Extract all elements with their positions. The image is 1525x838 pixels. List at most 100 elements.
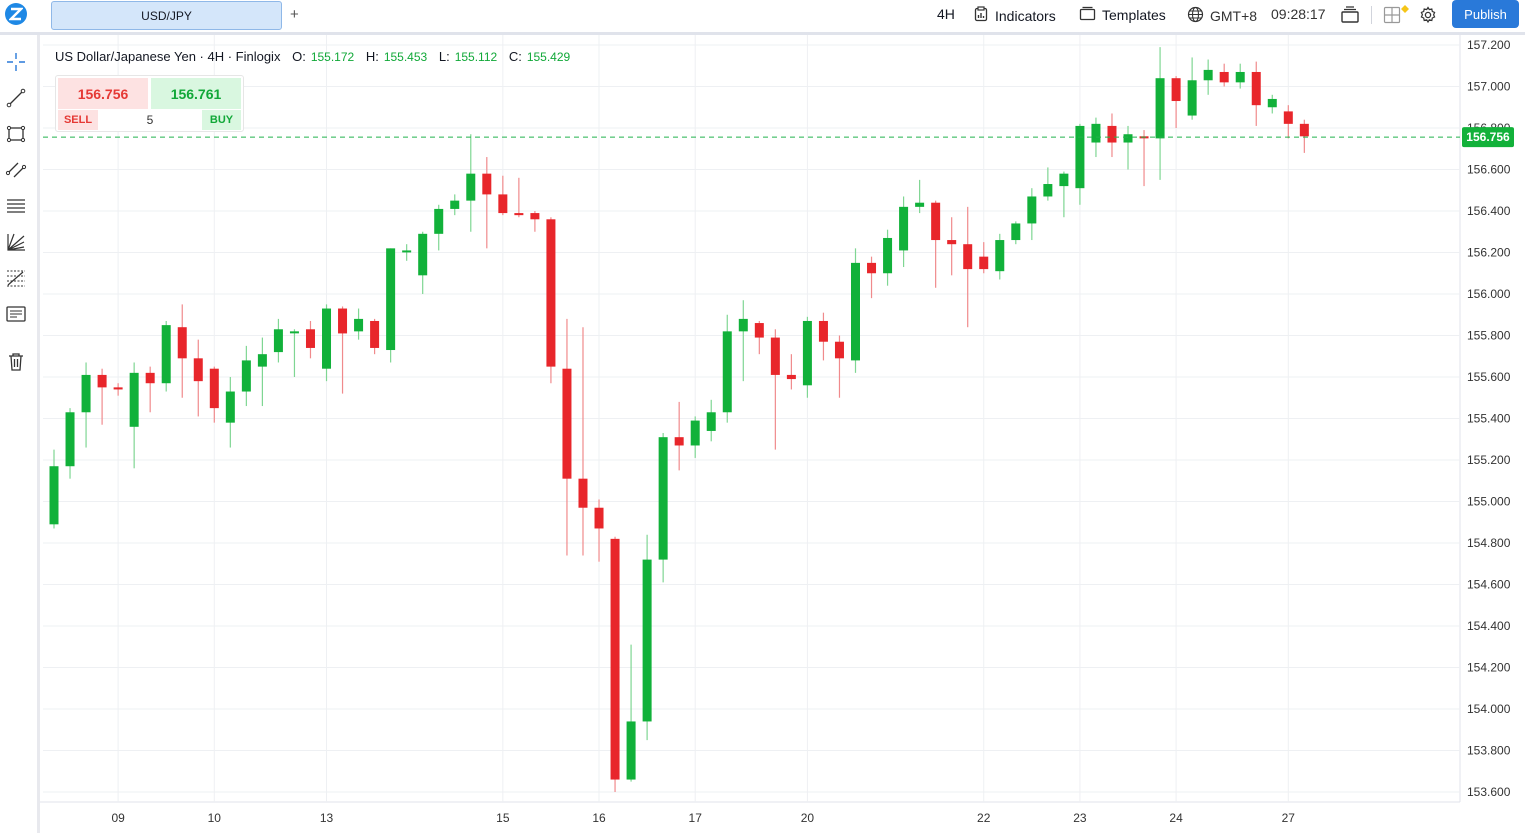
- sell-button[interactable]: SELL: [58, 110, 98, 130]
- trade-widget: 156.756 156.761 SELL 5 BUY: [55, 75, 244, 132]
- candlestick-chart[interactable]: 157.200157.000156.800156.600156.400156.2…: [40, 35, 1525, 833]
- sell-price-button[interactable]: 156.756: [58, 78, 148, 109]
- templates-button[interactable]: Templates: [1079, 6, 1166, 24]
- candle-body: [225, 391, 235, 423]
- candle-body: [81, 374, 91, 413]
- fan-tool-icon[interactable]: [4, 230, 28, 254]
- candle: [995, 233, 1005, 280]
- y-tick-label: 155.800: [1467, 329, 1511, 343]
- candle-body: [931, 202, 941, 241]
- candle-body: [161, 325, 171, 384]
- candle-body: [1075, 125, 1085, 189]
- candle-body: [322, 308, 332, 369]
- quantity-input[interactable]: 5: [146, 113, 154, 127]
- rectangle-tool-icon[interactable]: [4, 122, 28, 146]
- candle-body: [530, 213, 540, 220]
- candle-body: [562, 368, 572, 479]
- indicators-icon: [973, 6, 989, 25]
- candle: [1011, 221, 1021, 245]
- candle-body: [674, 437, 684, 446]
- fibonacci-tool-icon[interactable]: [4, 266, 28, 290]
- candle: [81, 362, 91, 448]
- trash-icon[interactable]: [4, 350, 28, 374]
- candle: [1219, 63, 1229, 87]
- x-tick-label: 20: [801, 811, 815, 825]
- candle-body: [995, 240, 1005, 272]
- candle-body: [915, 202, 925, 207]
- candle-body: [418, 233, 428, 276]
- candle: [899, 196, 909, 268]
- candle: [305, 320, 315, 359]
- add-tab-button[interactable]: +: [290, 6, 299, 23]
- candle-body: [305, 329, 315, 348]
- toolbar-divider: [1371, 6, 1372, 24]
- y-tick-label: 154.600: [1467, 578, 1511, 592]
- candle: [963, 206, 973, 328]
- candle-body: [738, 318, 748, 332]
- candle-body: [1187, 80, 1197, 116]
- candle-body: [883, 237, 893, 274]
- candle: [802, 316, 812, 398]
- candle-body: [578, 478, 588, 508]
- candle: [883, 229, 893, 286]
- candle-body: [450, 200, 460, 209]
- stack-icon: [1340, 6, 1360, 27]
- grid-layout-button[interactable]: [1383, 6, 1401, 27]
- candle: [354, 308, 364, 340]
- candle-body: [722, 331, 732, 413]
- globe-icon: [1187, 6, 1204, 26]
- candle-body: [1299, 123, 1309, 137]
- indicators-button[interactable]: Indicators: [973, 6, 1056, 25]
- x-tick-label: 24: [1169, 811, 1183, 825]
- trend-line-tool-icon[interactable]: [4, 86, 28, 110]
- candle: [418, 231, 428, 294]
- settings-button[interactable]: [1419, 6, 1437, 27]
- buy-price-button[interactable]: 156.761: [151, 78, 241, 109]
- app-logo-icon[interactable]: [5, 3, 27, 25]
- interval-label: 4H: [937, 6, 955, 22]
- symbol-tab[interactable]: USD/JPY: [51, 1, 282, 30]
- interval-button[interactable]: 4H: [937, 6, 955, 22]
- candle-body: [482, 173, 492, 195]
- candle: [1123, 125, 1133, 170]
- parallel-channel-tool-icon[interactable]: [4, 158, 28, 182]
- candle-body: [947, 240, 957, 245]
- timezone-button[interactable]: GMT+8: [1187, 6, 1257, 26]
- candle-body: [1059, 173, 1069, 187]
- legend-low-label: L:: [438, 49, 450, 64]
- candle: [49, 449, 59, 529]
- candle-body: [1251, 71, 1261, 106]
- candle-body: [49, 466, 59, 525]
- text-note-tool-icon[interactable]: [4, 302, 28, 326]
- candle: [851, 248, 860, 373]
- candle: [947, 217, 957, 276]
- candle: [514, 177, 524, 218]
- buy-button[interactable]: BUY: [202, 110, 241, 130]
- legend-high-value: 155.453: [383, 50, 428, 64]
- candle: [594, 499, 604, 562]
- candle-body: [1155, 78, 1165, 139]
- layout-button[interactable]: [1340, 6, 1360, 27]
- publish-button[interactable]: Publish: [1452, 0, 1519, 28]
- candle-body: [1171, 78, 1181, 102]
- y-tick-label: 154.200: [1467, 661, 1511, 675]
- templates-icon: [1079, 6, 1096, 24]
- candle: [145, 366, 155, 413]
- legend-title: US Dollar/Japanese Yen · 4H · Finlogix: [55, 49, 281, 64]
- crosshair-tool-icon[interactable]: [4, 50, 28, 74]
- candle-body: [273, 329, 283, 353]
- chart-grid: [40, 35, 1461, 803]
- current-price-badge: [1462, 127, 1514, 148]
- candle-body: [434, 208, 444, 234]
- candle-body: [1219, 71, 1229, 83]
- candle: [706, 399, 716, 442]
- chart-area[interactable]: 157.200157.000156.800156.600156.400156.2…: [40, 35, 1525, 833]
- candle: [1027, 188, 1037, 241]
- indicators-label: Indicators: [995, 7, 1056, 24]
- horizontal-lines-tool-icon[interactable]: [4, 194, 28, 218]
- candle: [979, 242, 989, 274]
- candle: [65, 408, 75, 479]
- candle-body: [1235, 71, 1245, 83]
- candle-body: [610, 538, 620, 780]
- candle-body: [113, 387, 123, 390]
